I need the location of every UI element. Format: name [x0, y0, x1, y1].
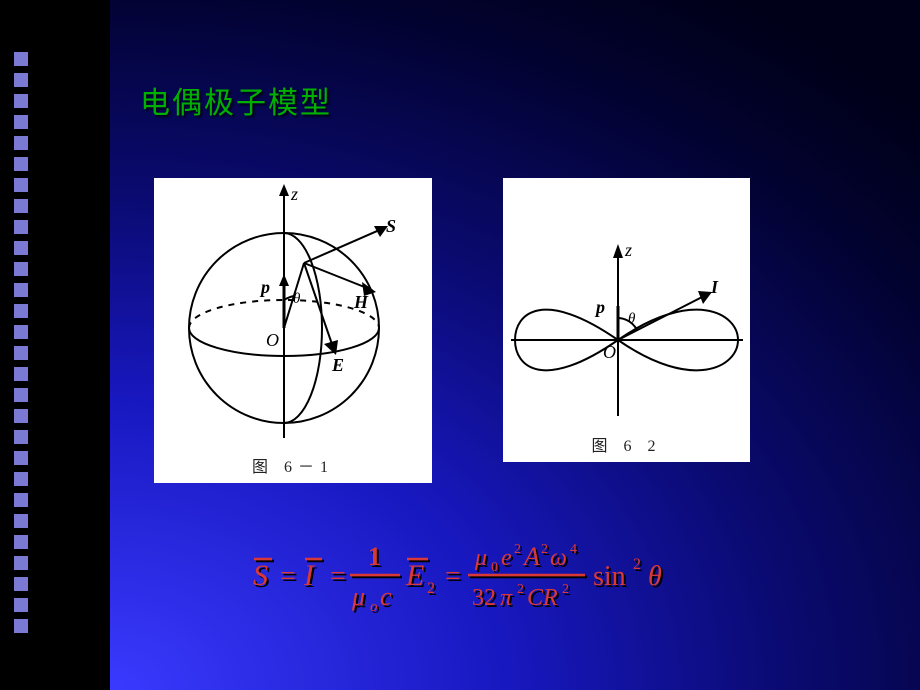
- square: [14, 283, 28, 297]
- figure-6-2: z O p θ I 图 6 2: [503, 178, 750, 462]
- label-z: z: [624, 240, 632, 260]
- square: [14, 94, 28, 108]
- square: [14, 115, 28, 129]
- square: [14, 451, 28, 465]
- figure-right-caption: 图 6 2: [503, 432, 750, 456]
- label-p: p: [259, 277, 270, 297]
- square: [14, 178, 28, 192]
- eq-num2e: A: [522, 542, 540, 571]
- square: [14, 304, 28, 318]
- eq-eq2: =: [330, 561, 346, 592]
- square: [14, 556, 28, 570]
- label-p: p: [594, 297, 605, 317]
- eq-den2b: π: [500, 585, 513, 611]
- label-H: H: [353, 292, 369, 312]
- dipole-pattern-diagram: z O p θ I: [503, 178, 750, 462]
- label-z: z: [290, 184, 298, 204]
- square: [14, 388, 28, 402]
- square: [14, 52, 28, 66]
- eq-den1a: μ: [351, 582, 365, 611]
- label-O: O: [603, 342, 616, 362]
- square: [14, 430, 28, 444]
- dipole-sphere-diagram: z O p θ S H E: [154, 178, 432, 483]
- label-O: O: [266, 330, 279, 350]
- eq-sin: sin: [593, 561, 626, 592]
- square: [14, 598, 28, 612]
- square: [14, 157, 28, 171]
- square: [14, 73, 28, 87]
- eq-den1b: o: [370, 599, 378, 615]
- eq-sinp: 2: [633, 556, 641, 573]
- square: [14, 514, 28, 528]
- eq-den2a: 32: [472, 585, 496, 611]
- label-E: E: [331, 355, 344, 375]
- square: [14, 577, 28, 591]
- square: [14, 472, 28, 486]
- decorative-squares: [14, 52, 34, 640]
- left-strip: [0, 0, 110, 690]
- eq-den2e: 2: [562, 582, 569, 597]
- eq-num2f: 2: [541, 542, 548, 557]
- square: [14, 367, 28, 381]
- square: [14, 262, 28, 276]
- label-S: S: [386, 216, 396, 236]
- equation: S = I = 1 μ o c E 2 = μ 0 e 2 A 2 ω 4: [250, 535, 810, 625]
- label-theta: θ: [293, 291, 301, 307]
- square: [14, 136, 28, 150]
- square: [14, 325, 28, 339]
- eq-num2h: 4: [570, 542, 577, 557]
- eq-num2g: ω: [550, 545, 567, 571]
- label-I: I: [710, 277, 719, 297]
- eq-Ibar: I: [303, 559, 316, 592]
- eq-num1: 1: [368, 542, 381, 571]
- eq-E2: E: [405, 559, 424, 592]
- label-theta: θ: [628, 311, 636, 327]
- square: [14, 241, 28, 255]
- square: [14, 346, 28, 360]
- eq-den2d: CR: [527, 585, 558, 611]
- slide-title: 电偶极子模型: [140, 78, 332, 122]
- eq-theta: θ: [648, 561, 662, 592]
- eq-den1c: c: [380, 582, 392, 611]
- eq-num2d: 2: [514, 542, 521, 557]
- figure-left-caption: 图 6－1: [154, 453, 432, 477]
- figure-6-1: z O p θ S H E 图 6－1: [154, 178, 432, 483]
- eq-eq1: =: [280, 561, 296, 592]
- square: [14, 619, 28, 633]
- square: [14, 493, 28, 507]
- eq-E2sub: 2: [427, 580, 435, 597]
- eq-Sbar: S: [253, 559, 268, 592]
- square: [14, 535, 28, 549]
- eq-eq3: =: [445, 561, 461, 592]
- square: [14, 220, 28, 234]
- square: [14, 409, 28, 423]
- eq-den2c: 2: [517, 582, 524, 597]
- eq-num2c: e: [501, 545, 512, 571]
- eq-num2a: μ: [474, 545, 487, 571]
- eq-num2b: 0: [491, 560, 498, 575]
- square: [14, 199, 28, 213]
